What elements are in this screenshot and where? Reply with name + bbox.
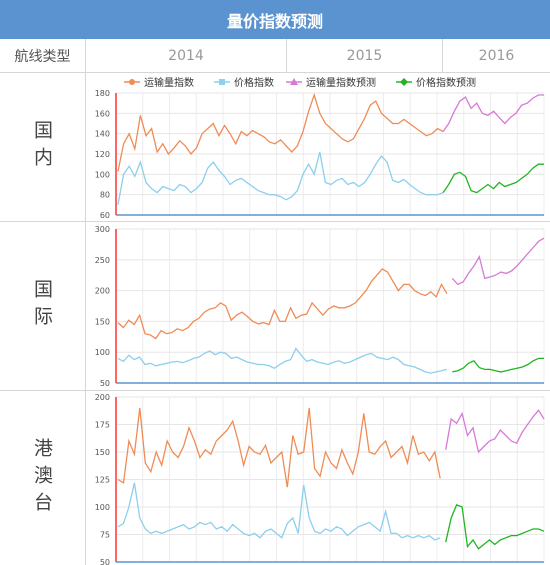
- legend-label: 价格指数预测: [416, 76, 476, 89]
- y-tick-label: 80: [100, 191, 110, 200]
- price-forecast-line: [442, 163, 544, 194]
- legend-marker: [290, 78, 298, 85]
- y-tick-label: 125: [95, 476, 110, 485]
- volume-forecast-line: [451, 237, 545, 286]
- legend-marker: [129, 79, 135, 85]
- year-2014-header: 2014: [168, 47, 204, 64]
- legend-label: 运输量指数预测: [306, 76, 376, 89]
- price-line: [117, 151, 444, 205]
- row-label-international: 国际: [0, 222, 86, 390]
- page-title: 量价指数预测: [0, 0, 550, 39]
- volume-forecast-line: [445, 409, 545, 454]
- y-tick-label: 120: [95, 150, 110, 159]
- year-divider: [442, 39, 443, 72]
- y-tick-label: 300: [95, 225, 110, 234]
- y-tick-label: 150: [95, 448, 110, 457]
- y-tick-label: 200: [95, 393, 110, 402]
- legend-marker: [219, 79, 225, 85]
- y-tick-label: 160: [95, 109, 110, 118]
- legend-label: 价格指数: [234, 76, 274, 89]
- y-tick-label: 100: [95, 348, 110, 357]
- row-label-domestic: 国内: [0, 73, 86, 221]
- year-2016-header: 2016: [478, 47, 515, 64]
- legend-marker: [400, 78, 408, 86]
- route-type-header: 航线类型: [0, 39, 86, 72]
- y-tick-label: 50: [100, 558, 110, 565]
- y-tick-label: 75: [100, 531, 110, 540]
- y-tick-label: 50: [100, 379, 110, 388]
- row-label-hk-macau-taiwan: 港澳台: [0, 391, 86, 565]
- y-tick-label: 100: [95, 503, 110, 512]
- year-divider: [286, 39, 287, 72]
- volume-line: [117, 92, 444, 172]
- y-tick-label: 100: [95, 170, 110, 179]
- volume-line: [117, 268, 448, 340]
- legend-label: 运输量指数: [144, 76, 194, 89]
- volume-forecast-line: [442, 94, 544, 132]
- header-row: 航线类型 2014 2015 2016: [0, 39, 550, 73]
- row-divider: [0, 221, 550, 222]
- y-tick-label: 60: [100, 211, 110, 220]
- price-line: [117, 347, 448, 374]
- chart-domestic: 60 80 100 120 140 160 180 运输量指数 价格指数 运输量指数预测 价格指数预…: [95, 76, 545, 220]
- y-tick-label: 180: [95, 89, 110, 98]
- y-tick-label: 175: [95, 421, 110, 430]
- volume-line: [117, 407, 441, 488]
- y-tick-label: 250: [95, 256, 110, 265]
- price-line: [117, 482, 441, 541]
- chart-hk-macau-taiwan: 50 75 100 125 150 175 200: [95, 393, 545, 565]
- chart-international: 50 100 150 200 250 300: [95, 225, 545, 388]
- y-tick-label: 150: [95, 317, 110, 326]
- year-2015-header: 2015: [346, 47, 383, 64]
- row-divider: [0, 390, 550, 391]
- y-tick-label: 200: [95, 287, 110, 296]
- y-tick-label: 140: [95, 130, 110, 139]
- price-forecast-line: [452, 357, 544, 373]
- price-forecast-line: [445, 503, 545, 550]
